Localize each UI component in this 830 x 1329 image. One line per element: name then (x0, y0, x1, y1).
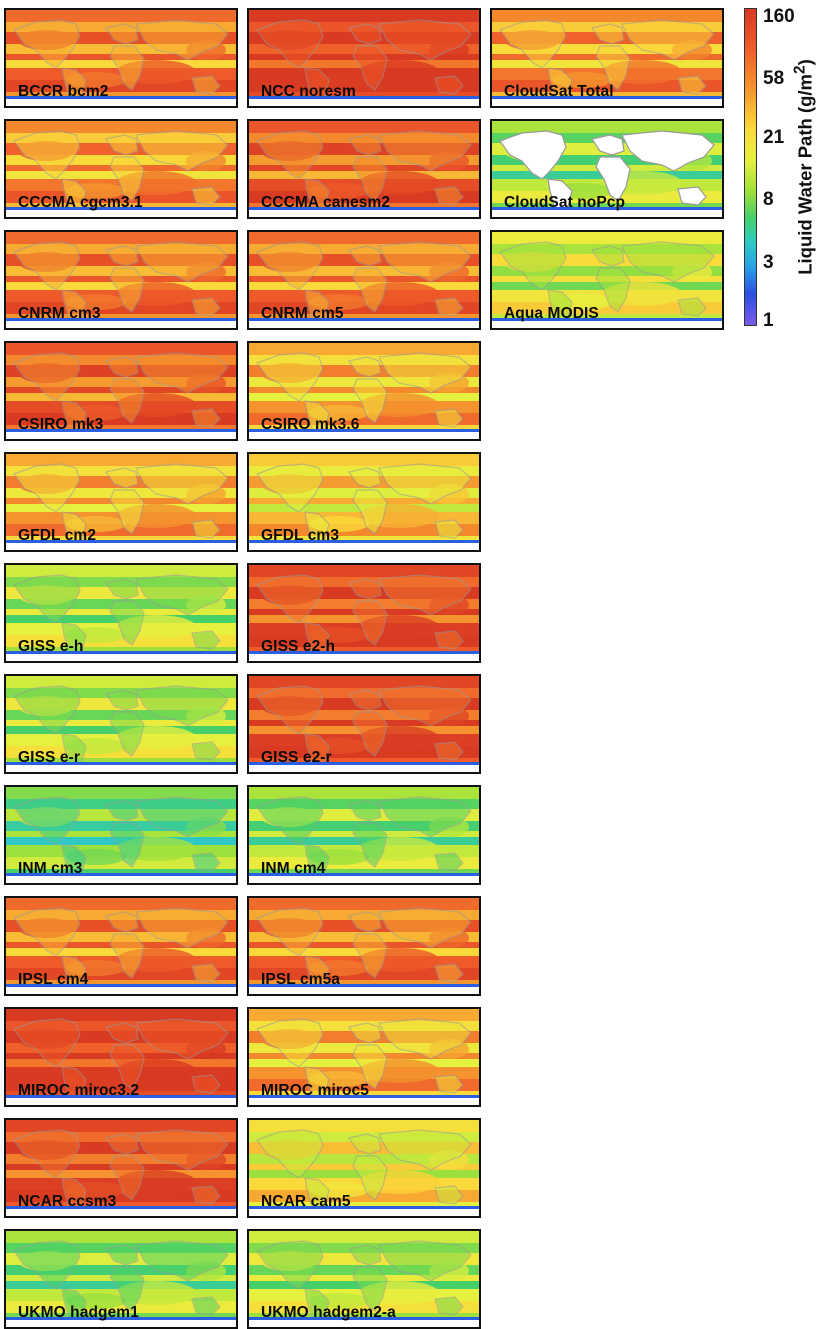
world-map (249, 343, 479, 439)
world-map (249, 565, 479, 661)
map-panel: CSIRO mk3.6 (247, 341, 481, 441)
panel-label: GISS e2-r (261, 749, 332, 766)
world-map (492, 121, 722, 217)
panel-label: GFDL cm2 (18, 527, 97, 544)
map-panel: MIROC miroc3.2 (4, 1007, 238, 1107)
panel-label: CNRM cm5 (261, 305, 344, 322)
map-panel: CCCMA cgcm3.1 (4, 119, 238, 219)
map-panel: GISS e-h (4, 563, 238, 663)
world-map (6, 676, 236, 772)
panel-label: UKMO hadgem1 (18, 1304, 139, 1321)
panel-label: GISS e-h (18, 638, 84, 655)
colorbar-tick-label: 21 (763, 127, 785, 148)
map-panel: GISS e-r (4, 674, 238, 774)
world-map (6, 454, 236, 550)
panel-label: BCCR bcm2 (18, 83, 109, 100)
world-map (6, 1120, 236, 1216)
panel-label: Aqua MODIS (504, 305, 599, 322)
panel-label: NCAR cam5 (261, 1193, 351, 1210)
world-map (249, 898, 479, 994)
map-panel: CloudSat Total (490, 8, 724, 108)
panel-label: GISS e-r (18, 749, 80, 766)
world-map (249, 787, 479, 883)
colorbar-tick-label: 1 (763, 310, 774, 331)
map-panel: CSIRO mk3 (4, 341, 238, 441)
world-map (6, 10, 236, 106)
map-panel: CNRM cm5 (247, 230, 481, 330)
colorbar (744, 8, 757, 326)
colorbar-tick-label: 3 (763, 252, 774, 273)
map-panel: GISS e2-h (247, 563, 481, 663)
map-panel: NCAR cam5 (247, 1118, 481, 1218)
map-panel: IPSL cm4 (4, 896, 238, 996)
map-panel: GFDL cm2 (4, 452, 238, 552)
colorbar-title: Liquid Water Path (g/m2) (791, 59, 816, 275)
world-map (6, 898, 236, 994)
map-panel: BCCR bcm2 (4, 8, 238, 108)
panel-label: INM cm4 (261, 860, 326, 877)
panel-label: GISS e2-h (261, 638, 336, 655)
world-map (249, 1231, 479, 1327)
colorbar-tick-label: 8 (763, 189, 774, 210)
world-map (249, 454, 479, 550)
panel-label: INM cm3 (18, 860, 83, 877)
world-map (249, 10, 479, 106)
map-panel: UKMO hadgem2-a (247, 1229, 481, 1329)
colorbar-tick-label: 160 (763, 6, 795, 27)
map-panel: INM cm4 (247, 785, 481, 885)
map-panel: NCAR ccsm3 (4, 1118, 238, 1218)
panel-label: NCC noresm (261, 83, 356, 100)
world-map (6, 232, 236, 328)
map-panel: IPSL cm5a (247, 896, 481, 996)
world-map (249, 1009, 479, 1105)
colorbar-tick-label: 58 (763, 68, 785, 89)
map-panel: UKMO hadgem1 (4, 1229, 238, 1329)
world-map (492, 232, 722, 328)
world-map (249, 232, 479, 328)
world-map (249, 676, 479, 772)
panel-label: CCCMA canesm2 (261, 194, 391, 211)
map-panel: MIROC miroc5 (247, 1007, 481, 1107)
panel-label: IPSL cm4 (18, 971, 89, 988)
panel-label: MIROC miroc3.2 (18, 1082, 140, 1099)
map-panel: GFDL cm3 (247, 452, 481, 552)
world-map (6, 1231, 236, 1327)
world-map (6, 343, 236, 439)
world-map (6, 1009, 236, 1105)
panel-label: CSIRO mk3.6 (261, 416, 360, 433)
panel-label: CloudSat noPcp (504, 194, 626, 211)
world-map (492, 10, 722, 106)
panel-label: IPSL cm5a (261, 971, 341, 988)
map-panel: CloudSat noPcp (490, 119, 724, 219)
map-panel: CCCMA canesm2 (247, 119, 481, 219)
panel-label: GFDL cm3 (261, 527, 340, 544)
world-map (249, 121, 479, 217)
panel-label: CloudSat Total (504, 83, 614, 100)
map-panel: GISS e2-r (247, 674, 481, 774)
panel-label: CSIRO mk3 (18, 416, 104, 433)
map-panel: CNRM cm3 (4, 230, 238, 330)
world-map (6, 787, 236, 883)
world-map (6, 121, 236, 217)
panel-label: UKMO hadgem2-a (261, 1304, 396, 1321)
map-panel: Aqua MODIS (490, 230, 724, 330)
world-map (6, 565, 236, 661)
panel-label: MIROC miroc5 (261, 1082, 369, 1099)
map-panel: NCC noresm (247, 8, 481, 108)
panel-label: CCCMA cgcm3.1 (18, 194, 143, 211)
panel-label: CNRM cm3 (18, 305, 101, 322)
map-panel: INM cm3 (4, 785, 238, 885)
world-map (249, 1120, 479, 1216)
panel-label: NCAR ccsm3 (18, 1193, 117, 1210)
